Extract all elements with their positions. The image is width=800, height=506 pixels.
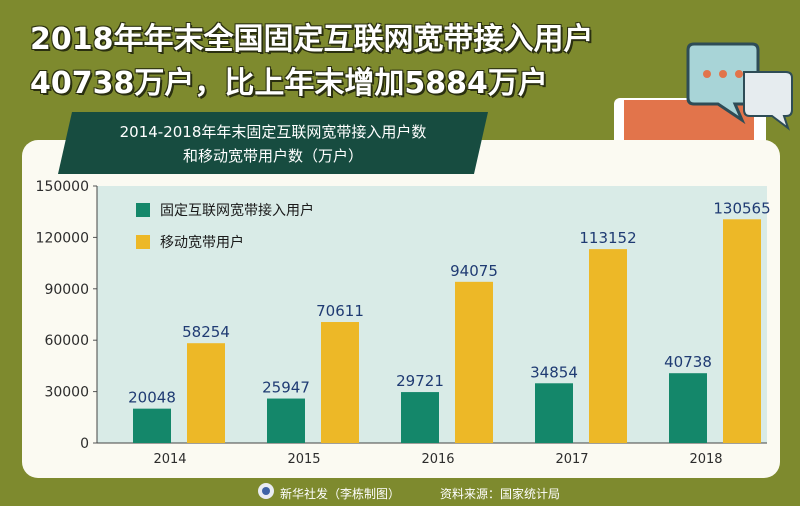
x-tick-label: 2016 [421, 452, 454, 467]
data-label: 34854 [530, 363, 578, 381]
y-tick-label: 120000 [36, 230, 89, 246]
data-label: 94075 [450, 262, 498, 280]
data-label: 29721 [396, 372, 444, 390]
legend-label: 移动宽带用户 [160, 234, 244, 251]
headline-line-1: 2018年年末全国固定互联网宽带接入用户 [30, 22, 594, 57]
bar-mobile-broadband-2015 [321, 322, 359, 443]
bar-mobile-broadband-2014 [187, 343, 225, 443]
x-tick-label: 2017 [555, 452, 588, 467]
data-label: 130565 [713, 199, 770, 217]
x-tick-label: 2014 [153, 452, 186, 467]
y-tick-label: 0 [80, 436, 89, 452]
chart-title-line-2: 和移动宽带用户数（万户） [182, 147, 363, 165]
chart-card: 0 30000 60000 90000 120000 150000 20048 58254 20… [22, 140, 780, 478]
legend-label: 固定互联网宽带接入用户 [160, 202, 314, 219]
y-tick-label: 90000 [44, 282, 89, 298]
bar-fixed-broadband-2015 [267, 398, 305, 443]
chart-title-banner: 2014-2018年年末固定互联网宽带接入用户数 和移动宽带用户数（万户） [58, 112, 488, 174]
bar-mobile-broadband-2018 [723, 219, 761, 443]
y-tick-label: 30000 [44, 385, 89, 401]
bar-mobile-broadband-2016 [455, 281, 493, 443]
data-label: 58254 [182, 323, 230, 341]
bar-mobile-broadband-2017 [589, 249, 627, 443]
bar-fixed-broadband-2014 [133, 408, 171, 443]
data-label: 20048 [128, 389, 176, 407]
xinhua-logo-icon [258, 483, 274, 499]
data-label: 25947 [262, 379, 310, 397]
data-label: 70611 [316, 302, 364, 320]
y-tick-label: 60000 [44, 333, 89, 349]
x-tick-label: 2018 [689, 452, 722, 467]
legend-swatch [136, 235, 150, 249]
y-tick-label: 150000 [36, 179, 89, 195]
credit-text: 新华社发（李栋制图） [280, 487, 401, 501]
bar-fixed-broadband-2018 [669, 373, 707, 443]
legend-swatch [136, 203, 150, 217]
chart-title-line-1: 2014-2018年年末固定互联网宽带接入用户数 [119, 123, 427, 141]
x-tick-label: 2015 [287, 452, 320, 467]
bar-fixed-broadband-2016 [401, 392, 439, 443]
headline-line-2: 40738万户，比上年末增加5884万户 [30, 66, 548, 101]
bar-chart: 0 30000 60000 90000 120000 150000 20048 58254 20… [36, 179, 771, 467]
data-label: 40738 [664, 353, 712, 371]
bar-fixed-broadband-2017 [535, 383, 573, 443]
source-text: 资料来源：国家统计局 [440, 487, 561, 501]
data-label: 113152 [579, 229, 636, 247]
